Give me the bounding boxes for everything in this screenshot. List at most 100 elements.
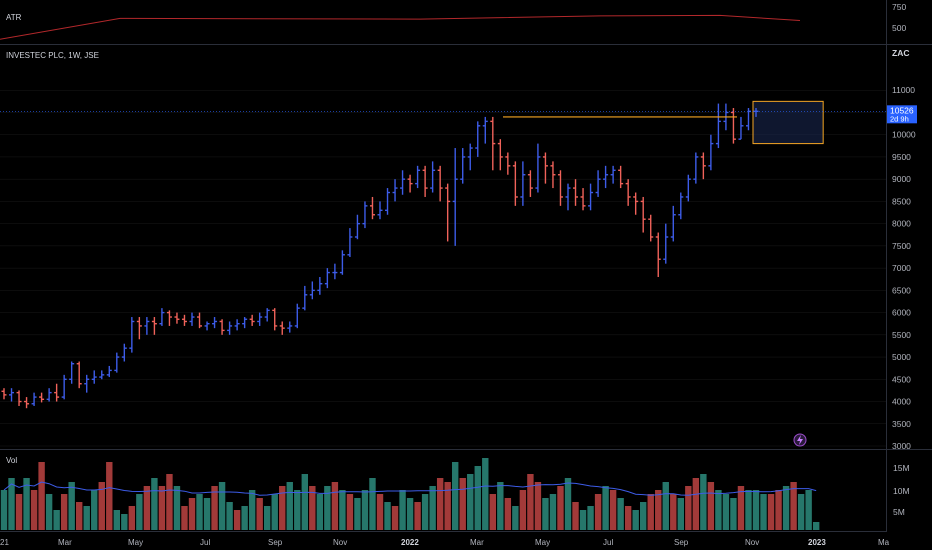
ohlc-bar[interactable] [234, 319, 240, 331]
volume-bar[interactable] [294, 490, 301, 530]
volume-bar[interactable] [482, 458, 489, 530]
volume-bar[interactable] [587, 506, 594, 530]
volume-bar[interactable] [233, 510, 241, 530]
volume-bar[interactable] [301, 474, 308, 530]
ohlc-bar[interactable] [332, 263, 338, 280]
volume-bar[interactable] [722, 494, 730, 530]
ohlc-bar[interactable] [693, 152, 699, 184]
volume-bar[interactable] [106, 462, 113, 530]
volume-bar[interactable] [316, 494, 324, 530]
volume-bar[interactable] [594, 494, 602, 530]
ohlc-bar[interactable] [99, 370, 105, 380]
volume-bar[interactable] [166, 474, 173, 530]
volume-pane-label[interactable]: Vol [6, 456, 17, 465]
ohlc-bar[interactable] [588, 183, 594, 211]
ohlc-bar[interactable] [557, 170, 563, 206]
volume-bar[interactable] [775, 490, 782, 530]
ohlc-bar[interactable] [24, 397, 30, 409]
ohlc-bar[interactable] [61, 374, 67, 400]
volume-bar[interactable] [143, 486, 151, 530]
ohlc-bar[interactable] [189, 312, 195, 326]
ohlc-bar[interactable] [362, 201, 368, 229]
ohlc-bar[interactable] [31, 392, 37, 406]
volume-bar[interactable] [745, 490, 752, 530]
ohlc-bar[interactable] [738, 116, 744, 140]
ohlc-bar[interactable] [497, 139, 503, 171]
volume-bar[interactable] [218, 482, 226, 530]
volume-bar[interactable] [685, 486, 692, 530]
volume-bar[interactable] [188, 498, 196, 530]
ohlc-bar[interactable] [166, 310, 172, 326]
volume-bar[interactable] [203, 498, 211, 530]
ohlc-bar[interactable] [339, 250, 345, 275]
ohlc-bar[interactable] [121, 343, 127, 362]
volume-bar[interactable] [617, 498, 624, 530]
volume-bar[interactable] [602, 486, 609, 530]
volume-bar[interactable] [414, 502, 421, 530]
volume-bar[interactable] [519, 490, 527, 530]
ohlc-bar[interactable] [520, 161, 526, 206]
volume-bar[interactable] [248, 490, 256, 530]
ohlc-bar[interactable] [407, 174, 413, 193]
ohlc-bar[interactable] [264, 308, 270, 322]
volume-bar[interactable] [429, 486, 436, 530]
volume-bar[interactable] [53, 510, 60, 530]
ohlc-bar[interactable] [1, 388, 7, 400]
ohlc-bar[interactable] [347, 228, 353, 257]
volume-bar[interactable] [609, 490, 617, 530]
volume-bar[interactable] [467, 474, 474, 530]
ohlc-bar[interactable] [512, 161, 518, 206]
ohlc-bar[interactable] [69, 361, 75, 384]
ohlc-bar[interactable] [272, 308, 278, 331]
volume-bar[interactable] [98, 482, 105, 530]
ohlc-bar[interactable] [385, 188, 391, 215]
range-box-rect[interactable] [752, 100, 824, 145]
last-price-badge[interactable] [887, 105, 917, 124]
ohlc-bar[interactable] [369, 196, 375, 220]
volume-bar[interactable] [760, 494, 767, 530]
volume-bar[interactable] [68, 482, 75, 530]
ohlc-bar[interactable] [625, 179, 631, 206]
volume-bar[interactable] [0, 490, 8, 530]
ohlc-bar[interactable] [204, 321, 210, 331]
volume-bar[interactable] [489, 494, 496, 530]
ohlc-bar[interactable] [84, 374, 90, 393]
ohlc-bar[interactable] [287, 321, 293, 333]
ohlc-bar[interactable] [663, 223, 669, 264]
volume-bar[interactable] [782, 486, 790, 530]
volume-bar[interactable] [38, 462, 45, 530]
volume-bar[interactable] [136, 494, 143, 530]
ohlc-bar[interactable] [505, 152, 511, 175]
volume-bar[interactable] [256, 498, 263, 530]
ohlc-bar[interactable] [16, 390, 22, 406]
volume-bar[interactable] [752, 490, 760, 530]
volume-bar[interactable] [632, 510, 639, 530]
volume-bar[interactable] [286, 482, 293, 530]
ohlc-bar[interactable] [610, 165, 616, 184]
volume-bar[interactable] [805, 490, 812, 530]
volume-bar[interactable] [677, 498, 684, 530]
volume-bar[interactable] [8, 478, 15, 530]
volume-bar[interactable] [737, 486, 745, 530]
ohlc-bar[interactable] [595, 170, 601, 197]
volume-bar[interactable] [557, 486, 564, 530]
volume-bar[interactable] [264, 506, 271, 530]
ohlc-bar[interactable] [415, 165, 421, 189]
ohlc-bar[interactable] [475, 121, 481, 157]
volume-bar[interactable] [715, 490, 722, 530]
price-axis-labels[interactable]: 1100010500100009500900085008000750070006… [892, 85, 916, 451]
volume-bar[interactable] [812, 522, 820, 530]
volume-bar[interactable] [339, 490, 346, 530]
volume-bar[interactable] [459, 478, 466, 530]
ohlc-bar[interactable] [302, 285, 308, 311]
ohlc-bar[interactable] [181, 314, 187, 326]
range-box[interactable] [752, 100, 824, 145]
volume-bar[interactable] [128, 506, 136, 530]
ohlc-bar[interactable] [129, 317, 135, 353]
volume-bar[interactable] [542, 498, 549, 530]
ohlc-bar[interactable] [91, 370, 97, 384]
ohlc-bar[interactable] [219, 319, 225, 335]
ohlc-bar[interactable] [655, 232, 661, 278]
ohlc-bar[interactable] [249, 314, 255, 326]
volume-bar[interactable] [376, 494, 384, 530]
